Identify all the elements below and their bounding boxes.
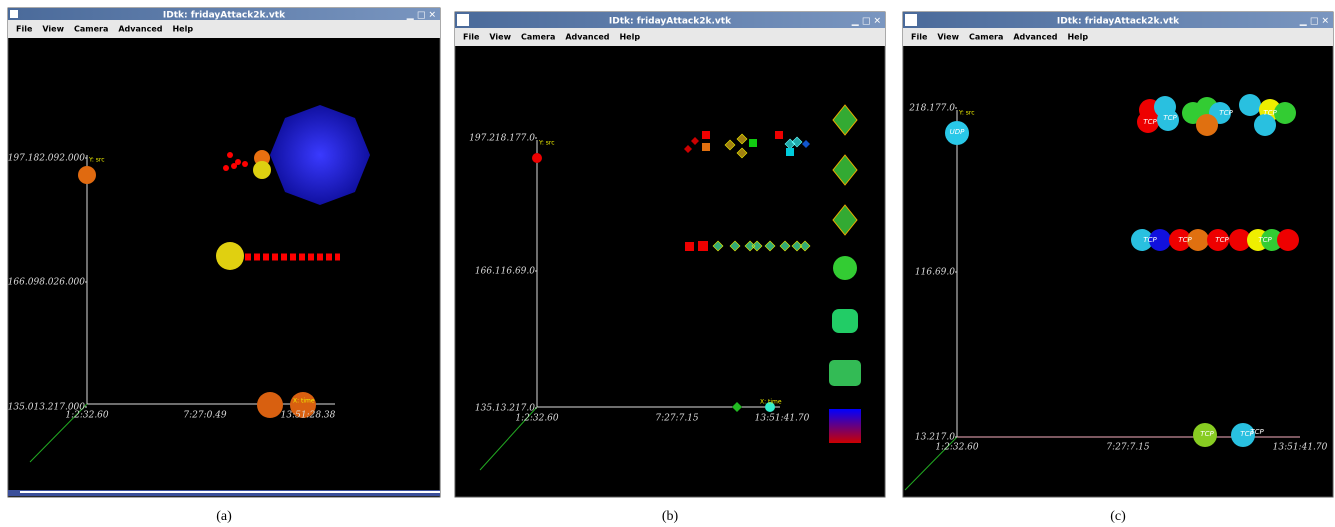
y-axis-label: Y: src — [88, 157, 105, 164]
glyph-label: TCP — [1219, 109, 1233, 117]
menu-item[interactable]: File — [16, 25, 33, 34]
menu-item[interactable]: Advanced — [118, 25, 162, 34]
window-controls: ▁ □ ✕ — [851, 17, 881, 27]
y-axis-label: Y: src — [958, 110, 975, 117]
y-tick-label: 166.098.026.000 — [8, 278, 86, 288]
legend-title: priority — [828, 86, 862, 95]
glyph-label: TCP — [1215, 236, 1229, 244]
legend-value: 1 — [815, 116, 821, 125]
x-tick-label: 7:27:7.15 — [1106, 443, 1150, 453]
menu-item[interactable]: View — [937, 33, 959, 42]
menu-item[interactable]: File — [911, 33, 928, 42]
glyph-label: TCP — [1143, 118, 1157, 126]
y-tick-label: 197.218.177.0 — [469, 134, 535, 144]
window-title: IDtk: fridayAttack2k.vtk — [163, 11, 286, 21]
x-axis-label: X: time — [293, 398, 315, 405]
menu-item[interactable]: Camera — [74, 25, 108, 34]
window-icon — [10, 10, 18, 18]
window-title: IDtk: fridayAttack2k.vtk — [1057, 17, 1180, 27]
menu-item[interactable]: Help — [1067, 33, 1088, 42]
x-tick-label: 1:2:32.60 — [935, 443, 979, 453]
menu-item[interactable]: Advanced — [1013, 33, 1057, 42]
window-icon — [905, 14, 917, 26]
menu-item[interactable]: Help — [619, 33, 640, 42]
y-axis-label: Y: src — [538, 140, 555, 147]
x-tick-label: 1:2:32.60 — [65, 411, 109, 421]
menu-bar — [903, 28, 1333, 46]
y-tick-label: 166.116.69.0 — [475, 267, 535, 277]
x-tick-label: 13:51:41.70 — [755, 414, 810, 424]
menu-bar — [455, 28, 885, 46]
x-axis-label: X: time — [760, 399, 782, 406]
glyph-label: TCP — [1178, 236, 1192, 244]
figure: IDtk: fridayAttack2k.vtk ▁ □ ✕ File View Cam… — [0, 0, 1335, 527]
glyph-label: UDP — [950, 128, 966, 136]
menu-item[interactable]: Camera — [521, 33, 555, 42]
window-frame — [903, 12, 1333, 497]
y-tick-label: 197.182.092.000 — [8, 154, 86, 164]
menu-item[interactable]: Camera — [969, 33, 1003, 42]
menu-item[interactable]: View — [489, 33, 511, 42]
menu-item[interactable]: View — [42, 25, 64, 34]
y-tick-label: 218.177.0 — [908, 104, 955, 114]
window-controls: ▁ □ ✕ — [406, 11, 436, 21]
window-frame — [455, 12, 885, 497]
glyph-label: TCP — [1263, 109, 1277, 117]
window-controls: ▁ □ ✕ — [1299, 17, 1329, 27]
glyph-label: TCP — [1200, 430, 1214, 438]
x-tick-label: 13:51:41.70 — [1273, 443, 1328, 453]
glyph-label: TCP — [1250, 428, 1264, 436]
menu-item[interactable]: Help — [172, 25, 193, 34]
caption: (a) — [216, 509, 232, 524]
caption: (b) — [662, 509, 679, 524]
glyph-label: TCP — [1163, 114, 1177, 122]
glyph-label: TCP — [1258, 236, 1272, 244]
y-tick-label: 13.217.0 — [915, 433, 955, 443]
window-title: IDtk: fridayAttack2k.vtk — [609, 17, 732, 27]
menu-bar — [8, 20, 440, 38]
x-tick-label: 7:27:0.49 — [183, 411, 227, 421]
y-tick-label: 116.69.0 — [915, 268, 955, 278]
x-tick-label: 1:2:32.60 — [515, 414, 559, 424]
window-icon — [457, 14, 469, 26]
caption: (c) — [1110, 509, 1126, 524]
menu-item[interactable]: File — [463, 33, 480, 42]
x-tick-label: 7:27:7.15 — [655, 414, 699, 424]
glyph-label: TCP — [1143, 236, 1157, 244]
x-tick-label: 13:51:28.38 — [281, 411, 336, 421]
y-tick-label: 135.13.217.0 — [475, 404, 535, 414]
menu-item[interactable]: Advanced — [565, 33, 609, 42]
